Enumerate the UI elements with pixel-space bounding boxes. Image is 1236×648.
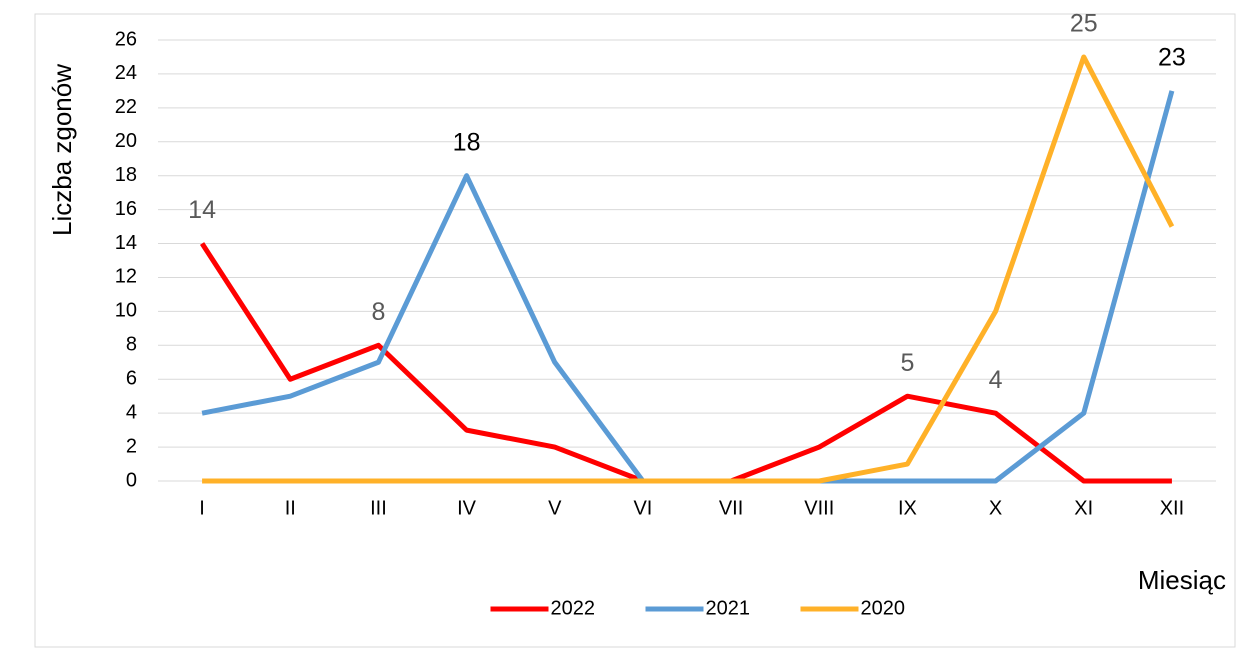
- y-tick-label: 26: [115, 28, 137, 50]
- data-label: 23: [1158, 43, 1186, 71]
- data-label: 18: [453, 128, 481, 156]
- x-tick-label: III: [370, 497, 387, 519]
- y-axis-title: Liczba zgonów: [47, 64, 77, 236]
- x-tick-label: VI: [633, 497, 652, 519]
- data-label: 4: [989, 366, 1003, 394]
- x-tick-label: IX: [898, 497, 917, 519]
- data-label: 8: [371, 298, 385, 326]
- y-tick-label: 2: [126, 435, 137, 457]
- data-label: 14: [188, 196, 216, 224]
- x-tick-label: I: [199, 497, 205, 519]
- legend-label: 2022: [551, 597, 596, 619]
- y-tick-label: 16: [115, 198, 137, 220]
- data-label: 25: [1070, 10, 1098, 38]
- x-tick-label: XII: [1160, 497, 1184, 519]
- data-label: 5: [900, 349, 914, 377]
- x-tick-label: V: [548, 497, 562, 519]
- x-axis-title: Miesiąc: [1138, 565, 1226, 595]
- y-tick-label: 22: [115, 96, 137, 118]
- chart-frame: [34, 13, 1236, 648]
- y-tick-label: 14: [115, 232, 137, 254]
- y-tick-label: 0: [126, 469, 137, 491]
- y-tick-label: 10: [115, 300, 137, 322]
- x-tick-label: VII: [719, 497, 743, 519]
- x-tick-label: VIII: [804, 497, 834, 519]
- y-tick-label: 18: [115, 164, 137, 186]
- y-tick-label: 4: [126, 401, 137, 423]
- legend-label: 2020: [861, 597, 906, 619]
- y-tick-label: 8: [126, 334, 137, 356]
- y-tick-label: 6: [126, 368, 137, 390]
- x-tick-label: IV: [457, 497, 477, 519]
- y-tick-label: 24: [115, 62, 137, 84]
- y-tick-label: 12: [115, 266, 137, 288]
- x-tick-label: XI: [1074, 497, 1093, 519]
- line-series: [202, 54, 1175, 484]
- x-tick-label: II: [285, 497, 296, 519]
- x-tick-label: X: [989, 497, 1002, 519]
- y-tick-label: 20: [115, 130, 137, 152]
- legend-label: 2021: [706, 597, 751, 619]
